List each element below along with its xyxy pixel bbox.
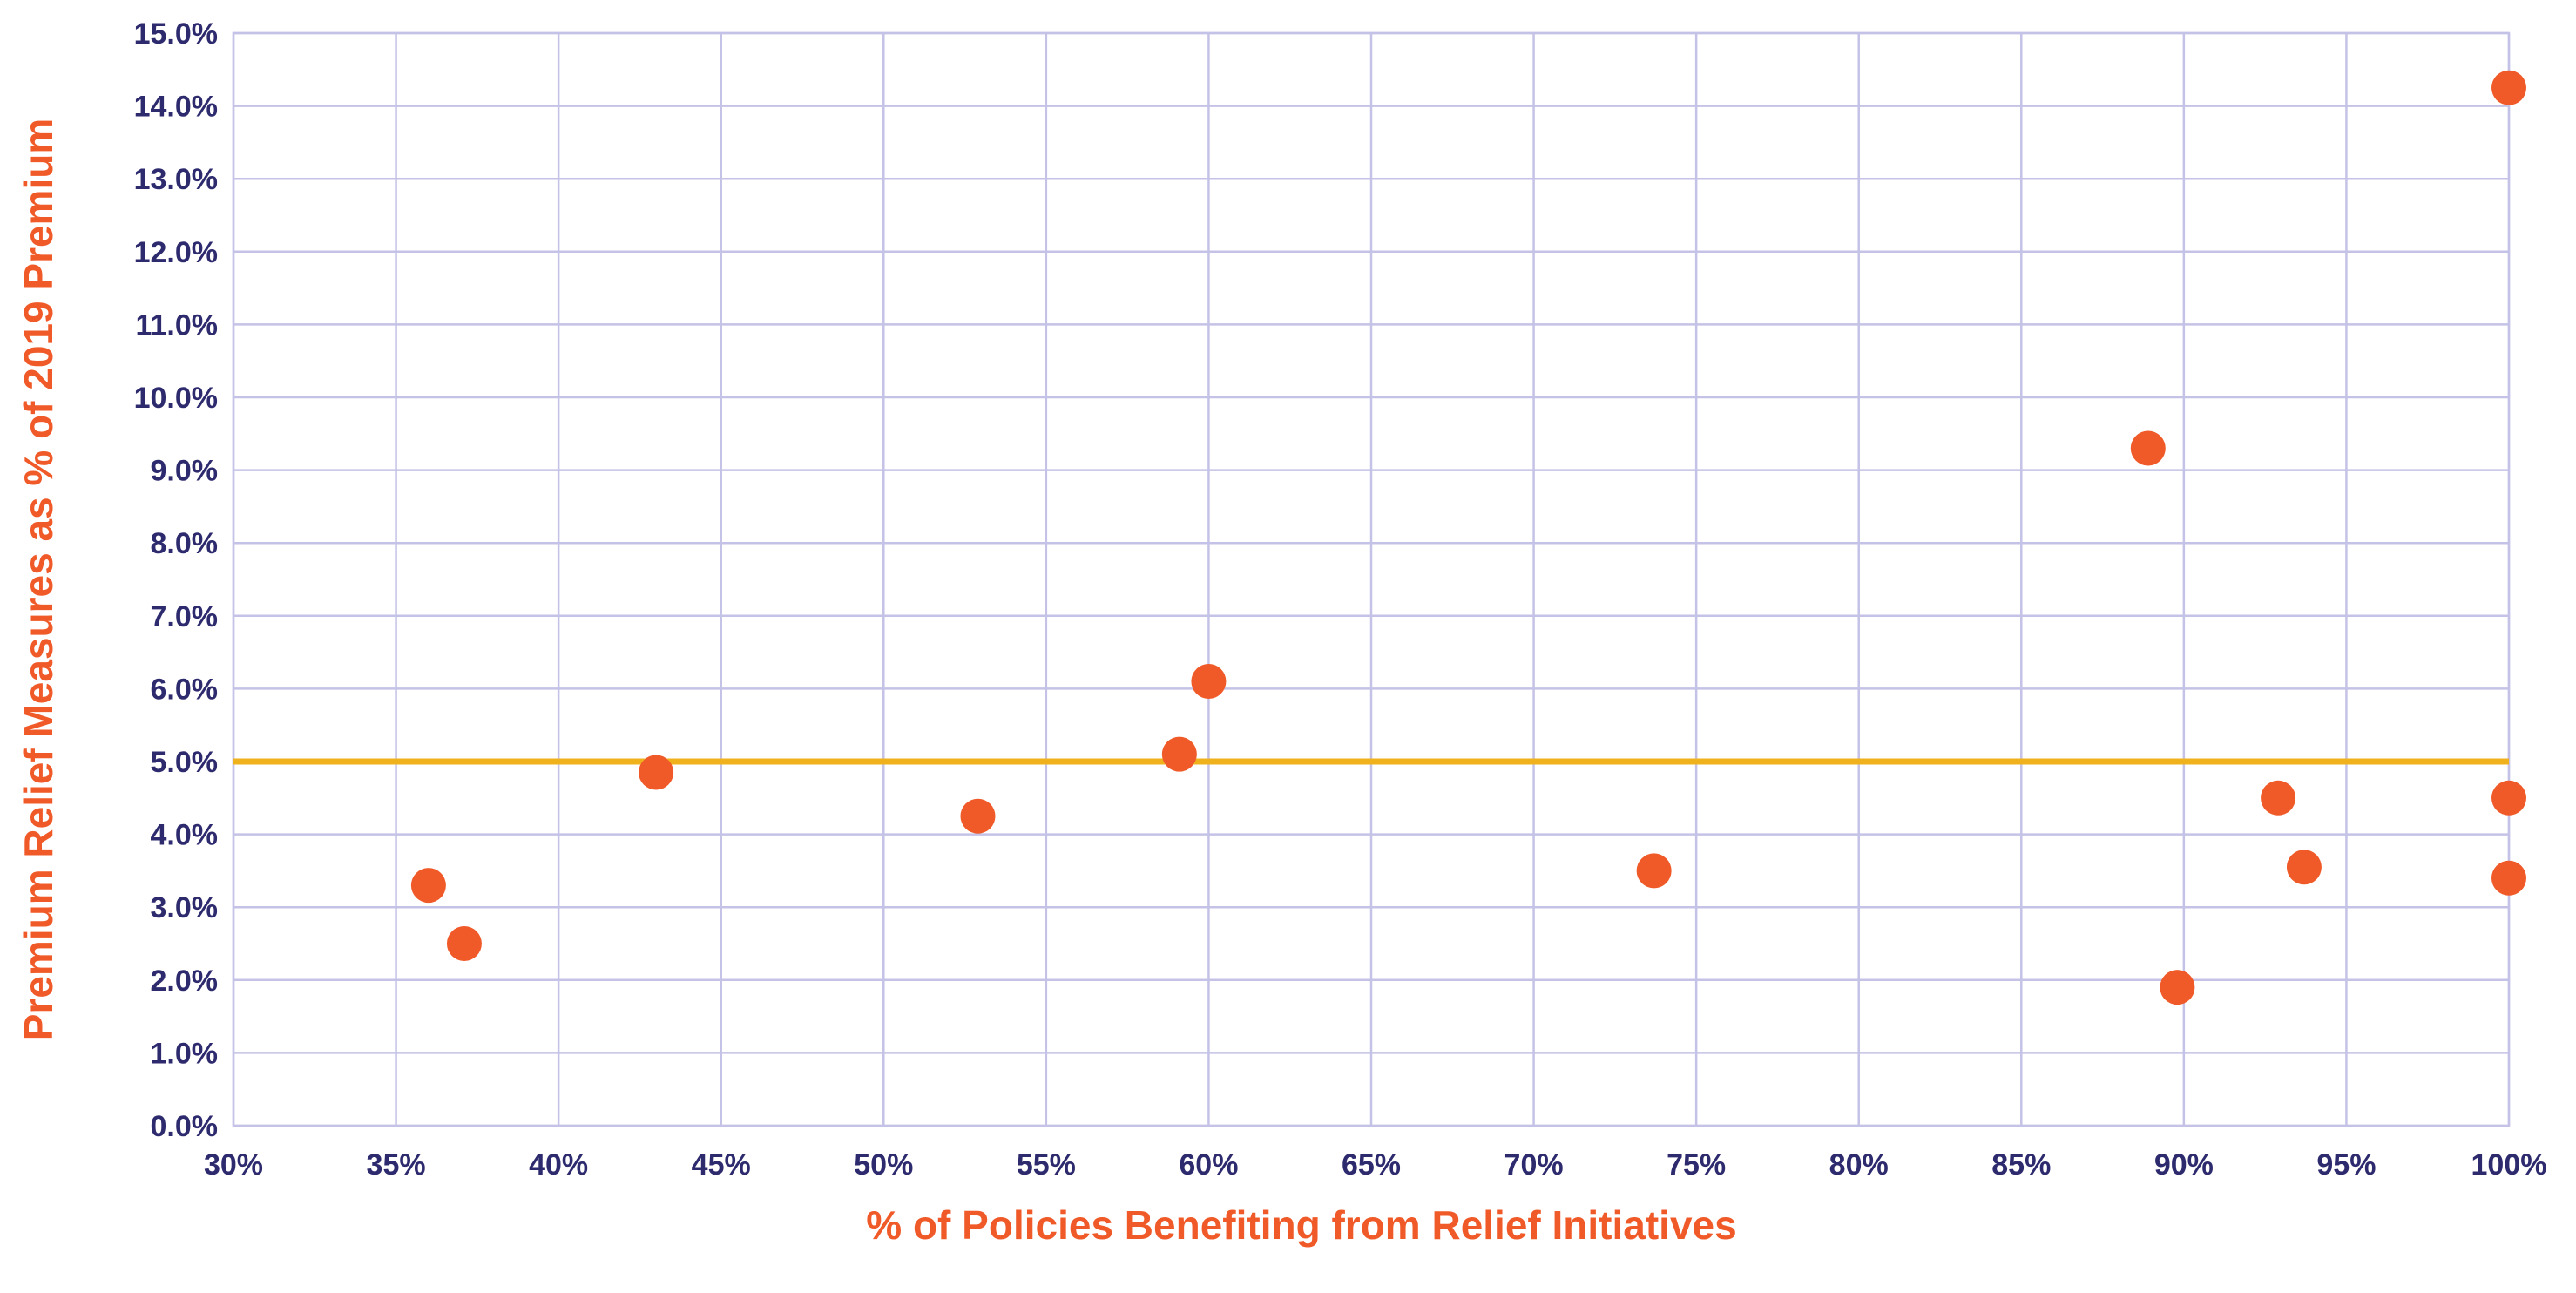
x-tick-label: 60%: [1179, 1148, 1238, 1181]
x-tick-label: 45%: [692, 1148, 751, 1181]
data-point: [1191, 664, 1227, 700]
y-axis-tick-labels: 0.0% 1.0% 2.0% 3.0% 4.0% 5.0% 6.0% 7.0% 8.0% 9.0%…: [134, 17, 218, 1143]
data-point: [2286, 850, 2322, 885]
y-axis-title: Premium Relief Measures as % of 2019 Pre…: [16, 118, 61, 1040]
y-tick-label: 10.0%: [134, 382, 218, 415]
y-tick-label: 13.0%: [134, 163, 218, 196]
grid: [232, 31, 2511, 1127]
x-tick-label: 40%: [529, 1148, 588, 1181]
y-tick-label: 12.0%: [134, 236, 218, 269]
data-point: [2130, 430, 2166, 466]
data-point: [410, 868, 446, 904]
y-tick-label: 14.0%: [134, 91, 218, 124]
x-tick-label: 90%: [2154, 1148, 2214, 1181]
y-tick-label: 15.0%: [134, 17, 218, 51]
y-tick-label: 1.0%: [151, 1037, 219, 1070]
data-point: [960, 798, 996, 834]
y-tick-label: 7.0%: [151, 600, 219, 633]
x-axis-title: % of Policies Benefiting from Relief Ini…: [866, 1202, 1736, 1248]
y-tick-label: 4.0%: [151, 819, 219, 852]
x-tick-label: 100%: [2471, 1148, 2547, 1181]
plot-frame: [232, 31, 2511, 1127]
data-point: [2491, 780, 2526, 816]
y-tick-label: 6.0%: [151, 673, 219, 706]
x-tick-label: 95%: [2316, 1148, 2376, 1181]
data-point: [2491, 70, 2526, 105]
data-point: [1161, 736, 1197, 772]
x-tick-label: 30%: [204, 1148, 263, 1181]
y-tick-label: 11.0%: [135, 308, 218, 342]
x-axis-tick-labels: 30% 35% 40% 45% 50% 55% 60% 65% 70% 75% 80% 85% 90% 9…: [204, 1148, 2547, 1181]
x-tick-label: 85%: [1991, 1148, 2051, 1181]
data-point: [1636, 853, 1672, 889]
x-tick-label: 75%: [1667, 1148, 1726, 1181]
data-point: [2491, 860, 2526, 896]
y-tick-label: 9.0%: [151, 455, 219, 488]
data-points: [410, 70, 2526, 1005]
y-tick-label: 0.0%: [151, 1110, 219, 1143]
data-point: [2261, 780, 2296, 816]
x-tick-label: 70%: [1504, 1148, 1564, 1181]
data-point: [446, 926, 482, 961]
y-tick-label: 2.0%: [151, 965, 219, 998]
x-tick-label: 55%: [1017, 1148, 1076, 1181]
data-point: [639, 755, 674, 790]
x-tick-label: 65%: [1342, 1148, 1401, 1181]
y-tick-label: 3.0%: [151, 891, 219, 924]
y-tick-label: 8.0%: [151, 527, 219, 560]
data-point: [2160, 970, 2195, 1005]
x-tick-label: 50%: [854, 1148, 913, 1181]
x-tick-label: 80%: [1829, 1148, 1889, 1181]
y-tick-label: 5.0%: [151, 746, 219, 779]
x-tick-label: 35%: [367, 1148, 426, 1181]
